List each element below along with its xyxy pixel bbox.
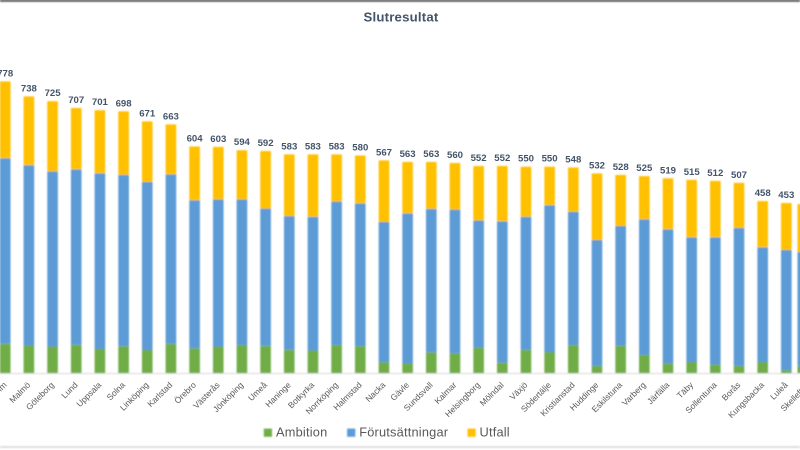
svg-text:Förutsättningar: Förutsättningar (359, 424, 449, 439)
svg-text:594: 594 (234, 137, 251, 148)
svg-text:738: 738 (21, 83, 38, 94)
svg-text:701: 701 (92, 97, 109, 108)
svg-text:592: 592 (258, 138, 274, 149)
svg-text:552: 552 (471, 153, 487, 164)
svg-text:Ambition: Ambition (276, 424, 327, 439)
svg-text:515: 515 (684, 167, 701, 178)
svg-text:778: 778 (0, 68, 14, 79)
svg-text:552: 552 (494, 153, 510, 164)
svg-text:Slutresultat: Slutresultat (364, 10, 439, 25)
svg-text:550: 550 (518, 154, 534, 165)
svg-text:532: 532 (589, 160, 605, 171)
svg-text:567: 567 (376, 147, 392, 158)
svg-text:698: 698 (116, 98, 133, 109)
svg-text:583: 583 (281, 141, 297, 152)
svg-text:528: 528 (613, 162, 630, 173)
svg-text:507: 507 (731, 170, 747, 181)
svg-text:548: 548 (565, 155, 582, 166)
svg-text:603: 603 (210, 134, 226, 145)
svg-text:563: 563 (400, 149, 416, 160)
svg-text:519: 519 (660, 165, 676, 176)
svg-text:580: 580 (352, 143, 368, 154)
svg-text:458: 458 (755, 188, 772, 199)
svg-text:563: 563 (423, 149, 439, 160)
svg-text:707: 707 (68, 95, 84, 106)
svg-text:604: 604 (187, 134, 204, 145)
svg-text:583: 583 (305, 141, 321, 152)
svg-text:725: 725 (45, 88, 62, 99)
svg-text:525: 525 (636, 163, 653, 174)
svg-text:550: 550 (542, 154, 558, 165)
svg-text:512: 512 (707, 168, 723, 179)
svg-text:453: 453 (778, 190, 794, 201)
svg-text:671: 671 (139, 108, 156, 119)
svg-text:Utfall: Utfall (480, 424, 510, 439)
svg-text:583: 583 (329, 141, 345, 152)
svg-text:560: 560 (447, 150, 463, 161)
svg-text:663: 663 (163, 111, 179, 122)
